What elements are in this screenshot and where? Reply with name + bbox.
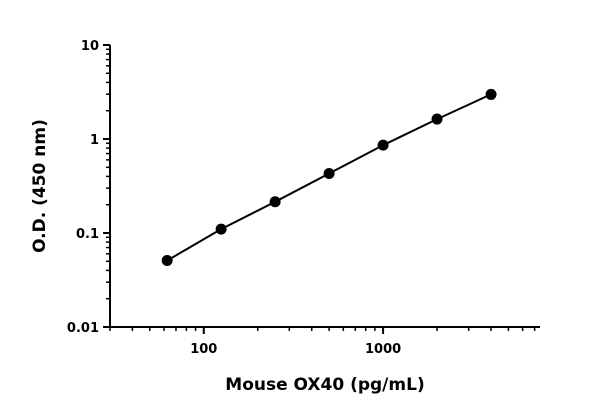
y-tick-label: 10 [81, 39, 99, 54]
x-axis-title: Mouse OX40 (pg/mL) [225, 375, 424, 395]
data-points [161, 88, 497, 266]
tick-labels: 0.01 0.1 1 10 100 1000 [67, 39, 401, 357]
y-tick-label: 1 [90, 133, 99, 148]
data-point [161, 254, 173, 266]
tick-marks [103, 44, 536, 334]
y-axis-title: O.D. (450 nm) [30, 119, 50, 253]
data-point [377, 139, 389, 151]
data-point [215, 223, 227, 235]
x-tick-label: 1000 [365, 342, 401, 357]
x-tick-label: 100 [190, 342, 217, 357]
data-point [485, 88, 497, 100]
y-tick-label: 0.1 [76, 227, 99, 242]
data-point [431, 113, 443, 125]
data-point [323, 167, 335, 179]
axes [109, 45, 540, 328]
data-point [269, 196, 281, 208]
y-tick-label: 0.01 [67, 321, 99, 336]
